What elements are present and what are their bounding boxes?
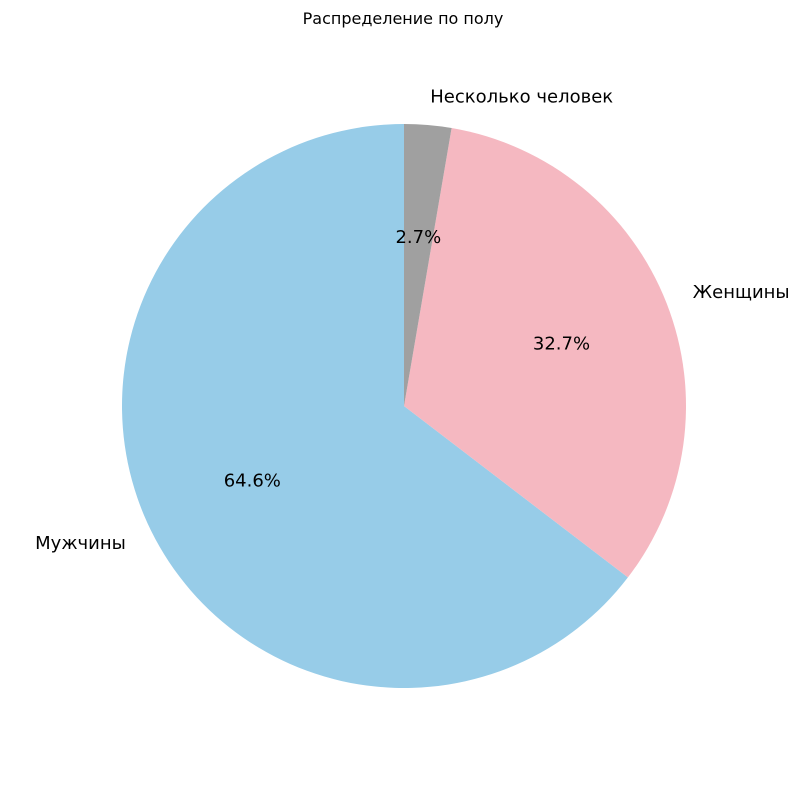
slice-label-0: Мужчины — [35, 533, 126, 554]
slice-label-2: Несколько человек — [430, 86, 613, 107]
slice-0 — [121, 124, 628, 688]
slice-pct-label-1: 32.7% — [533, 334, 590, 355]
slice-pct-label-2: 2.7% — [395, 227, 441, 248]
slice-1 — [404, 128, 686, 578]
slice-pct-label-0: 64.6% — [224, 470, 281, 491]
pie-slices — [121, 124, 686, 688]
pie-labels: Мужчины 64.6% Женщины 32.7% Несколько челове… — [35, 86, 789, 553]
slice-2 — [404, 124, 452, 406]
chart-title: Распределение по полу — [303, 9, 504, 28]
slice-label-1: Женщины — [693, 282, 789, 303]
